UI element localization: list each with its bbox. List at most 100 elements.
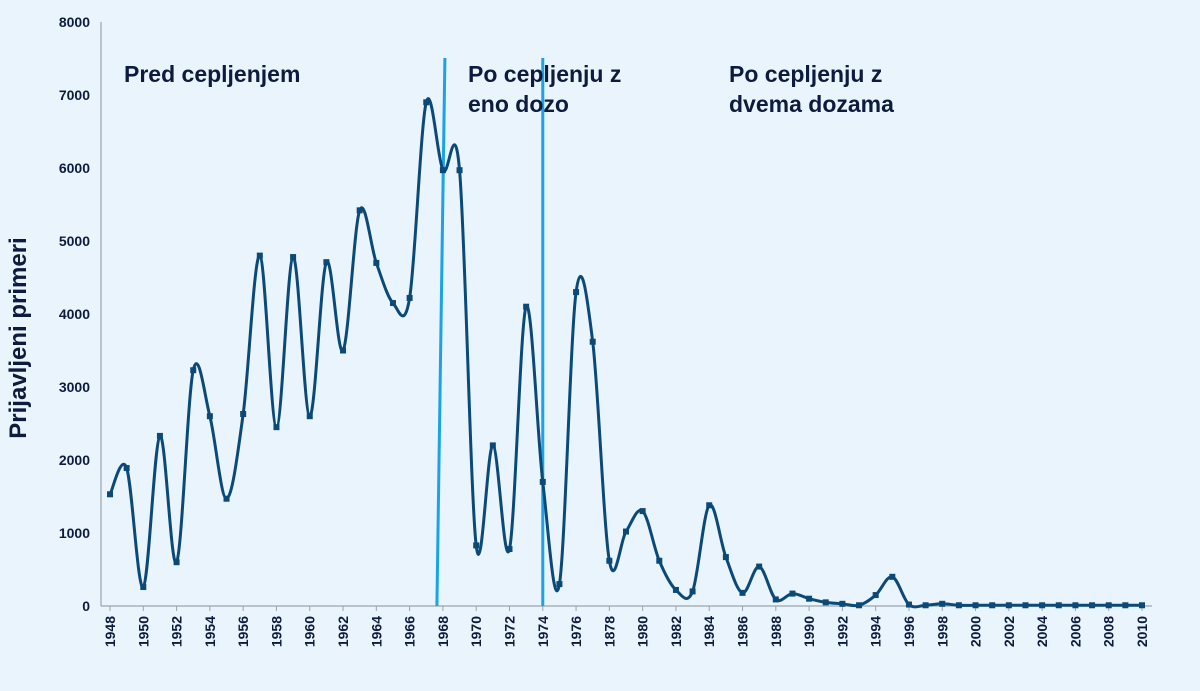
data-point — [356, 207, 363, 214]
data-point — [789, 590, 796, 597]
x-tick-label: 1964 — [368, 616, 384, 647]
data-point — [290, 254, 297, 261]
data-point — [872, 592, 879, 599]
x-tick-label: 1972 — [501, 616, 517, 647]
y-tick-label: 7000 — [59, 87, 90, 103]
data-point — [506, 546, 513, 553]
x-tick-label: 2002 — [1001, 616, 1017, 647]
data-point — [107, 491, 113, 498]
data-point — [439, 167, 446, 174]
annotations: Pred cepljenjem Po cepljenju z eno dozo Po … — [124, 61, 894, 117]
data-point — [1072, 602, 1079, 609]
data-point — [1039, 602, 1046, 609]
data-point — [1005, 602, 1012, 609]
data-point — [1105, 602, 1112, 609]
x-tick-label: 1962 — [335, 616, 351, 647]
data-point — [1055, 602, 1062, 609]
y-tick-labels: 0 1000 2000 3000 4000 5000 6000 7000 8000 — [59, 14, 90, 614]
data-point — [939, 600, 946, 607]
x-tick-label: 1986 — [735, 616, 751, 647]
vertical-marker-lines — [435, 57, 545, 607]
x-tick-label: 1966 — [402, 616, 418, 647]
data-point — [905, 601, 912, 608]
data-point — [240, 411, 247, 418]
x-tick-label: 1960 — [302, 616, 318, 647]
y-tick-label: 2000 — [59, 452, 90, 468]
x-tick-label: 1976 — [568, 616, 584, 647]
y-tick-label: 3000 — [59, 379, 90, 395]
data-point — [556, 581, 563, 588]
x-tick-label: 1948 — [102, 616, 118, 647]
data-point — [323, 259, 330, 266]
data-point — [273, 424, 280, 431]
data-point — [955, 602, 962, 609]
x-tick-label: 1952 — [169, 616, 185, 647]
data-point — [889, 573, 896, 580]
data-point — [373, 259, 380, 266]
x-tick-label: 1980 — [635, 616, 651, 647]
annotation-text: dvema dozama — [729, 91, 894, 117]
x-tick-label: 1956 — [235, 616, 251, 647]
data-point — [156, 432, 163, 439]
x-tick-label: 2006 — [1067, 616, 1083, 647]
data-point — [423, 99, 430, 106]
data-point — [656, 557, 663, 564]
data-point — [922, 602, 929, 609]
data-point — [1139, 602, 1145, 609]
series-group — [107, 97, 1145, 609]
data-point — [190, 367, 197, 374]
data-point — [989, 602, 996, 609]
data-point — [623, 528, 629, 535]
data-point — [523, 303, 530, 310]
x-tick-labels: 1948 1950 1952 1954 1956 1958 1960 1962 1964 1966… — [102, 606, 1150, 647]
x-tick-label: 2008 — [1101, 616, 1117, 647]
data-point — [306, 413, 313, 420]
x-tick-label: 1878 — [601, 616, 617, 647]
data-point — [822, 599, 829, 606]
data-point — [123, 465, 130, 472]
data-point — [972, 602, 979, 609]
data-point — [722, 554, 729, 561]
data-point — [539, 478, 546, 485]
data-point — [206, 413, 213, 420]
data-point — [689, 588, 696, 595]
y-tick-label: 8000 — [59, 14, 90, 30]
data-point — [772, 596, 779, 603]
data-point — [806, 595, 813, 602]
x-tick-label: 1950 — [135, 616, 151, 647]
data-point — [340, 347, 347, 354]
data-point — [756, 563, 763, 570]
x-tick-label: 1974 — [535, 616, 551, 647]
x-tick-label: 2004 — [1034, 616, 1050, 647]
data-point — [473, 542, 480, 549]
data-point — [1122, 602, 1129, 609]
x-tick-label: 1984 — [701, 616, 717, 647]
data-point — [489, 442, 496, 449]
y-tick-label: 6000 — [59, 160, 90, 176]
x-tick-label: 1970 — [468, 616, 484, 647]
data-point — [573, 289, 580, 296]
x-tick-label: 1982 — [668, 616, 684, 647]
data-point — [856, 602, 863, 609]
x-tick-label: 1990 — [801, 616, 817, 647]
x-tick-label: 1994 — [868, 616, 884, 647]
data-point — [140, 584, 147, 591]
data-point — [389, 300, 396, 307]
annotation-text: Pred cepljenjem — [124, 61, 300, 87]
y-tick-label: 0 — [82, 598, 90, 614]
annotation-text: Po cepljenju z — [468, 61, 621, 87]
x-tick-label: 1988 — [768, 616, 784, 647]
y-tick-label: 4000 — [59, 306, 90, 322]
data-point — [589, 338, 596, 345]
x-tick-label: 1954 — [202, 616, 218, 647]
vertical-marker-line — [435, 57, 447, 607]
axes — [100, 22, 1152, 607]
data-point — [456, 167, 463, 174]
x-tick-label: 1996 — [901, 616, 917, 647]
data-point — [256, 252, 263, 259]
y-tick-label: 1000 — [59, 525, 90, 541]
data-point — [672, 586, 679, 593]
data-point — [173, 559, 180, 566]
x-tick-label: 1992 — [834, 616, 850, 647]
